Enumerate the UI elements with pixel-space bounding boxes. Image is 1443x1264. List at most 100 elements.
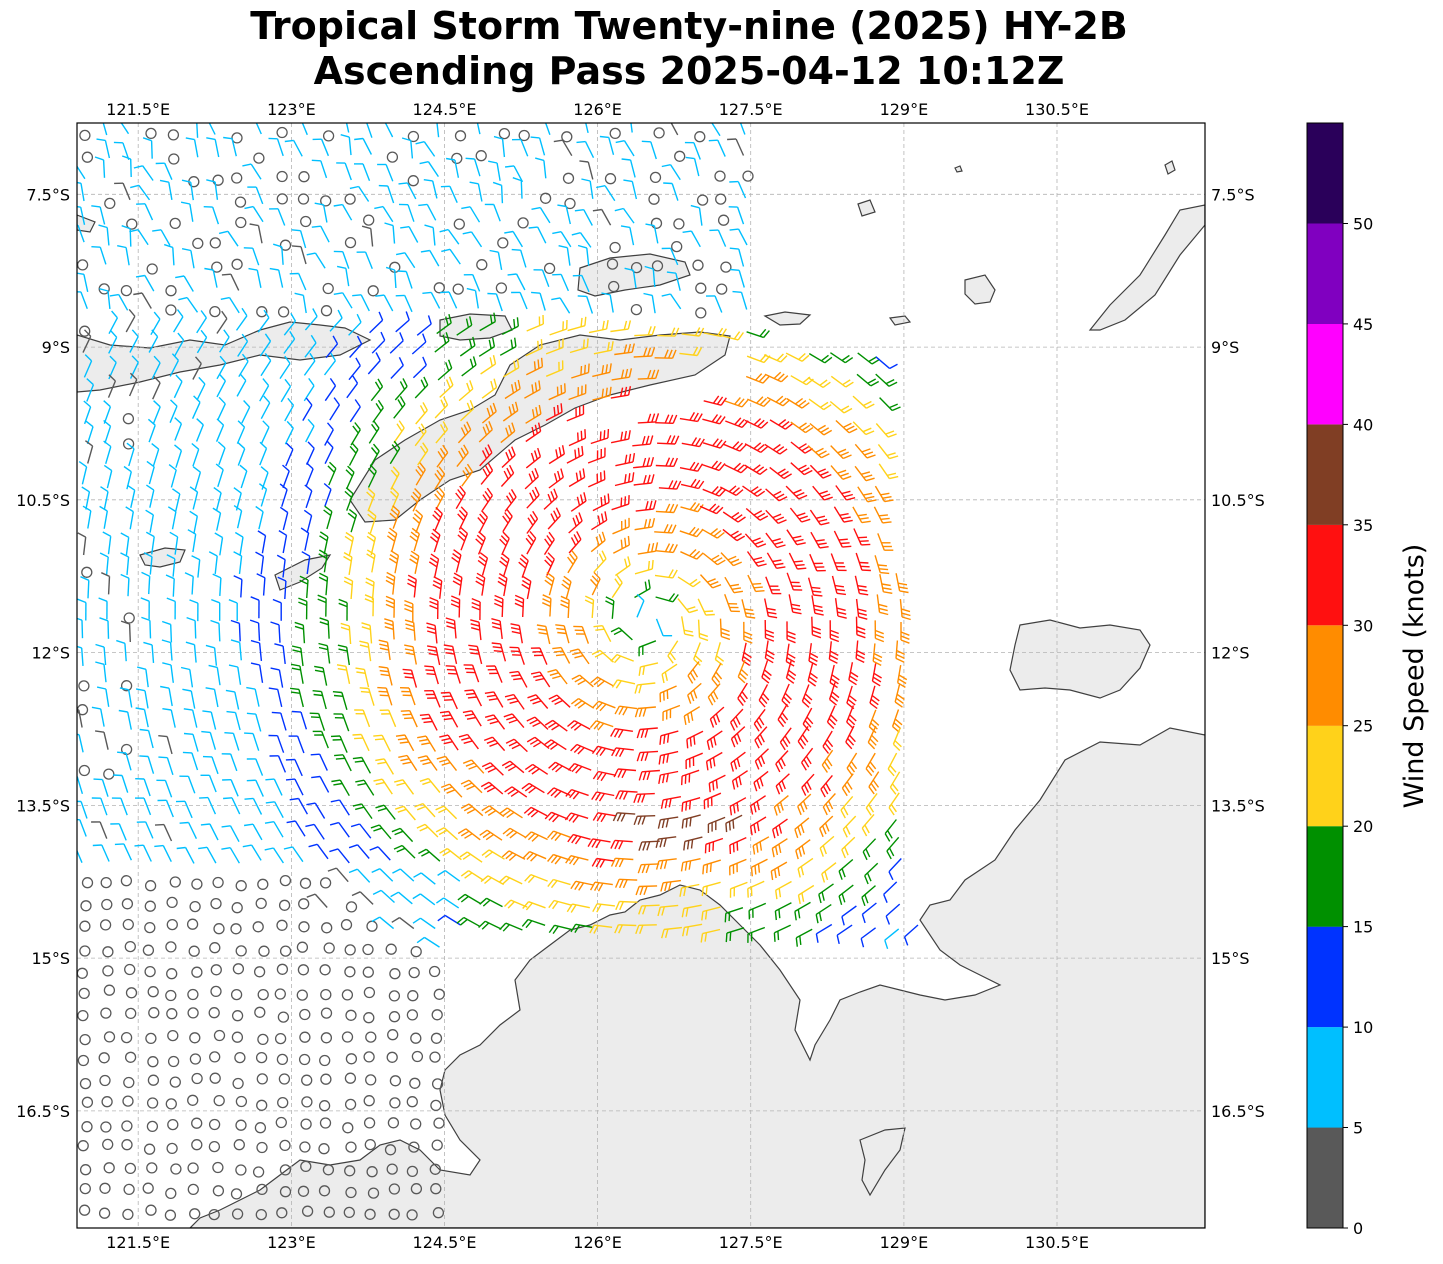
wind-barb [299,1141,311,1153]
wind-barb [184,572,194,595]
wind-barb [588,319,609,334]
wind-barb [345,465,355,490]
wind-barb [681,437,705,448]
wind-barb [511,248,527,268]
wind-barb [103,1031,116,1043]
wind-barb [765,576,782,595]
wind-barb [200,774,217,793]
wind-barb [77,800,88,819]
wind-barb [815,923,833,943]
wind-barb [681,616,694,637]
wind-barb [319,964,331,976]
wind-barb [497,573,508,597]
lat-tick-label-right: 13.5°S [1211,796,1265,815]
wind-barb [341,1031,354,1043]
wind-barb [114,843,133,861]
wind-barb [256,1183,268,1196]
wind-barb [248,267,262,288]
wind-barb [319,1117,332,1129]
wind-barb [499,553,510,577]
wind-barb [846,752,858,776]
wind-barb [304,308,318,331]
wind-barb [562,172,575,184]
wind-barb [253,152,265,164]
wind-barb [821,749,834,773]
wind-barb [703,792,722,810]
wind-barb [692,259,704,271]
wind-barb [560,595,570,619]
wind-barb [367,285,379,297]
wind-barb [418,848,441,862]
wind-barb [635,885,658,896]
wind-barb [581,178,594,199]
wind-barb [491,642,507,662]
wind-barb [430,1183,442,1195]
wind-barb [747,880,765,898]
wind-barb [526,486,540,509]
wind-barb [216,373,227,398]
wind-barb [744,533,767,548]
wind-barb [591,791,615,802]
wind-barb [430,1099,442,1112]
wind-barb [320,1007,333,1019]
wind-barb [264,821,284,838]
wind-barb [709,229,727,247]
wind-barb [344,236,357,249]
wind-barb [367,464,377,488]
wind-barb [385,943,397,955]
wind-barb [808,352,833,364]
wind-barb [424,665,439,685]
wind-barb [895,573,909,594]
wind-barb [256,1073,268,1085]
wind-barb [568,531,582,554]
wind-barb [169,399,178,423]
wind-barb [567,549,578,574]
wind-barb [432,576,443,599]
wind-barb [202,710,217,730]
lat-tick-label-left: 13.5°S [16,796,70,815]
wind-barb [571,232,592,248]
wind-barb [838,884,854,905]
wind-barb [312,730,329,749]
tanimbar-island [1088,204,1205,331]
wind-barb [410,1118,422,1130]
wind-barb [271,711,287,731]
wind-barb [205,644,218,666]
wind-barb [387,1117,400,1129]
wind-barb [143,1143,156,1155]
wind-barb [429,1163,441,1175]
wind-barb [79,1164,92,1176]
wind-barb [410,945,422,958]
wind-barb [300,527,310,551]
wind-barb [161,620,173,643]
wind-barb [694,131,706,143]
wind-barb [211,598,221,621]
wind-barb [567,316,587,332]
wind-barb [522,850,547,862]
wind-barb [610,728,634,739]
wind-barb [453,218,465,230]
wind-barb [121,1139,133,1151]
wind-barb [283,331,296,354]
wind-barb [417,442,429,466]
wind-barb [877,533,894,551]
wind-barb [584,595,595,618]
wind-barb [375,804,396,820]
wind-barb [409,527,420,552]
wind-barb [175,275,194,292]
wind-barb [426,622,438,644]
wind-barb [371,916,395,930]
wind-barb [363,214,375,226]
wind-barb [394,805,416,821]
wind-barb [432,506,443,531]
wind-barb [660,879,681,892]
wind-barb [102,946,114,958]
wind-barb [567,720,591,731]
wind-barb [459,336,476,357]
wind-barb [779,727,792,751]
wind-barb [386,151,399,163]
wind-barb [179,775,196,794]
wind-barb [174,444,183,468]
wind-barb [500,464,515,487]
wind-barb [113,141,130,161]
